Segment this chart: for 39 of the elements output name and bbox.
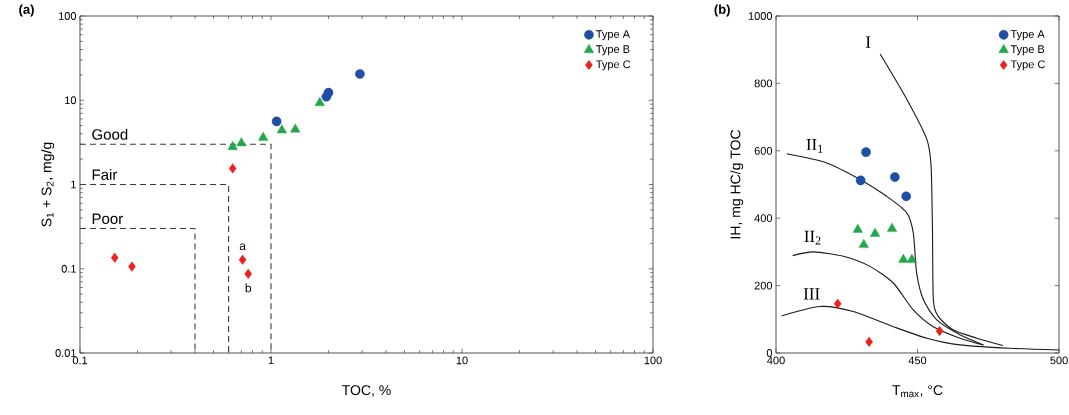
y-tick-label: 1000 xyxy=(748,12,773,20)
x-tick-label: 1 xyxy=(268,356,274,365)
chart-title: (a) xyxy=(19,4,34,17)
y-tick-label: 0 xyxy=(766,349,773,357)
chart-title: (b) xyxy=(714,4,730,17)
x-tick-label: 100 xyxy=(644,356,662,365)
y-tick-label: 400 xyxy=(754,214,773,223)
y-tick-label: 600 xyxy=(754,146,773,155)
y-tick-label: 200 xyxy=(754,281,773,290)
y-tick-label: 800 xyxy=(754,79,773,88)
y-axis-title: S$_{1}$ + S$_{2}$, mg/g xyxy=(41,142,55,227)
x-tick-label: 500 xyxy=(1050,356,1068,365)
annotation: Poor xyxy=(92,213,123,225)
x-tick-label: 0.1 xyxy=(72,356,88,365)
annotation: II$_{2}$ xyxy=(804,230,821,245)
x-tick-label: 10 xyxy=(456,356,468,365)
annotation: a xyxy=(239,243,246,251)
y-axis-title: IH, mg HC/g TOC xyxy=(730,129,744,239)
x-tick-label: 400 xyxy=(767,356,785,365)
annotation: I xyxy=(865,36,871,48)
legend-label: Type A xyxy=(596,30,630,41)
legend-label: Type A xyxy=(1010,30,1045,41)
legend-label: Type C xyxy=(1010,60,1045,71)
annotation: Good xyxy=(92,128,128,140)
annotation: II$_{1}$ xyxy=(806,138,823,153)
y-tick-label: 0.01 xyxy=(55,349,76,357)
x-tick-label: 450 xyxy=(908,356,927,365)
legend-label: Type B xyxy=(596,45,630,56)
y-tick-label: 0.1 xyxy=(61,264,76,273)
y-tick-label: 100 xyxy=(58,12,77,20)
legend-label: Type B xyxy=(1010,45,1045,56)
x-axis-title: T$_{max}$, °C xyxy=(892,385,943,398)
annotation: b xyxy=(245,283,252,293)
y-tick-label: 1 xyxy=(71,180,76,189)
annotation: Fair xyxy=(92,168,118,180)
annotation: III xyxy=(803,288,820,300)
x-axis-title: TOC, % xyxy=(342,385,391,397)
legend-label: Type C xyxy=(596,60,631,71)
y-tick-label: 10 xyxy=(65,96,77,105)
